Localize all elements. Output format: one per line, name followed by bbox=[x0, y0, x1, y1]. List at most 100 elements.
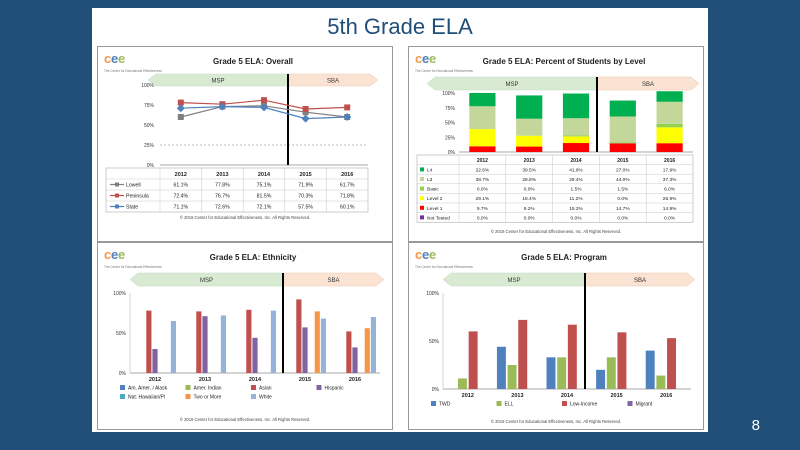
table-cell: 71.1% bbox=[173, 205, 188, 211]
bar-twd bbox=[546, 357, 556, 389]
bar-segment-l4 bbox=[516, 95, 543, 119]
table-cell: 14.7% bbox=[616, 206, 630, 212]
table-cell: 14.9% bbox=[663, 206, 677, 212]
legend-label: Hispanic bbox=[325, 386, 345, 392]
table-cell: 71.8% bbox=[340, 194, 355, 200]
bar-segment-l4 bbox=[609, 100, 636, 117]
bar-hispanic bbox=[152, 349, 158, 373]
data-point bbox=[343, 113, 352, 121]
logo-letter: e bbox=[111, 51, 118, 66]
legend-label: L4 bbox=[427, 167, 433, 173]
legend-swatch bbox=[420, 196, 424, 201]
bar-ell bbox=[606, 357, 616, 389]
legend-label: TWD bbox=[439, 402, 451, 408]
logo-letter: e bbox=[422, 51, 429, 66]
legend-swatch bbox=[185, 394, 191, 399]
x-tick-label: 2013 bbox=[216, 172, 228, 178]
table-cell: 11.2% bbox=[569, 196, 583, 202]
data-point bbox=[302, 106, 309, 112]
bar-segment-level-1 bbox=[469, 146, 496, 152]
table-cell: 9.2% bbox=[524, 206, 536, 212]
data-point bbox=[177, 99, 184, 106]
bar-asian bbox=[196, 311, 202, 373]
y-tick-label: 100% bbox=[113, 291, 126, 297]
legend-label: Nat. Hawaiian/Pl bbox=[128, 395, 165, 401]
bar-twd bbox=[596, 369, 606, 389]
legend-marker bbox=[115, 193, 119, 198]
bar-hispanic bbox=[302, 327, 308, 373]
bar-two-or-more bbox=[364, 328, 370, 373]
legend-swatch bbox=[562, 401, 567, 406]
x-tick-label: 2016 bbox=[349, 377, 361, 383]
x-tick-label: 2014 bbox=[258, 172, 271, 178]
legend-label: Not Tested bbox=[427, 215, 450, 221]
x-tick-label: 2015 bbox=[617, 158, 628, 164]
legend-swatch bbox=[431, 401, 436, 406]
table-cell: 44.0% bbox=[616, 177, 630, 183]
y-tick-label: 50% bbox=[445, 121, 456, 127]
table-cell: 0.0% bbox=[524, 187, 536, 193]
y-tick-label: 0% bbox=[448, 150, 456, 156]
legend-marker bbox=[115, 182, 119, 187]
x-tick-label: 2015 bbox=[610, 393, 622, 399]
sba-label: SBA bbox=[634, 278, 646, 284]
bar-ell bbox=[457, 378, 467, 389]
legend-label: Basic bbox=[427, 187, 439, 193]
table-cell: 29.1% bbox=[476, 196, 490, 202]
table-cell: 38.7% bbox=[476, 177, 490, 183]
bar-ell bbox=[557, 357, 567, 389]
table-cell: 70.3% bbox=[298, 194, 313, 200]
legend-swatch bbox=[420, 167, 424, 172]
y-tick-label: 50% bbox=[144, 123, 155, 129]
table-cell: 37.3% bbox=[663, 177, 677, 183]
bar-white bbox=[220, 315, 227, 373]
legend-label: Peninsula bbox=[126, 194, 149, 200]
bar-segment-l3 bbox=[609, 116, 636, 143]
x-tick-label: 2015 bbox=[299, 172, 311, 178]
legend-swatch bbox=[251, 394, 256, 399]
x-tick-label: 2014 bbox=[561, 393, 574, 399]
footer-note: © 2016 Center for Educational Effectiven… bbox=[491, 419, 621, 424]
logo-letter: e bbox=[422, 247, 429, 262]
bar-segment-basic bbox=[562, 135, 590, 137]
legend-label: Level 1 bbox=[427, 206, 443, 212]
logo-letter: e bbox=[111, 247, 118, 262]
msp-label: MSP bbox=[211, 79, 224, 85]
x-tick-label: 2016 bbox=[341, 172, 353, 178]
table-cell: 0.0% bbox=[477, 187, 489, 193]
legend-swatch bbox=[627, 401, 633, 406]
bar-white bbox=[320, 318, 327, 373]
data-point bbox=[260, 103, 268, 112]
bar-asian bbox=[146, 310, 152, 373]
bar-white bbox=[170, 321, 177, 373]
chart-title: Grade 5 ELA: Percent of Students by Leve… bbox=[483, 57, 646, 66]
x-tick-label: 2012 bbox=[175, 172, 187, 178]
logo-letter: c bbox=[104, 247, 111, 262]
legend-swatch bbox=[420, 205, 424, 210]
y-tick-label: 25% bbox=[445, 135, 456, 141]
table-cell: 1.5% bbox=[617, 187, 629, 193]
table-cell: 26.9% bbox=[663, 196, 677, 202]
legend-swatch bbox=[120, 394, 125, 399]
logo-letter: e bbox=[118, 247, 125, 262]
logo-letter: c bbox=[415, 247, 422, 262]
table-cell: 0.0% bbox=[664, 215, 676, 221]
logo-tagline: The Center for Educational Effectiveness bbox=[104, 265, 162, 269]
y-tick-label: 75% bbox=[445, 106, 456, 112]
bar-segment-level-1 bbox=[656, 143, 683, 152]
slide-title: 5th Grade ELA bbox=[327, 14, 473, 39]
y-tick-label: 25% bbox=[144, 143, 155, 149]
slide: 5th Grade ELA c e e The Center for Educatio… bbox=[92, 8, 708, 432]
table-cell: 9.7% bbox=[477, 206, 489, 212]
bar-segment-level-2 bbox=[469, 129, 496, 147]
footer-note: © 2016 Center for Educational Effectiven… bbox=[180, 417, 310, 422]
table-cell: 77.8% bbox=[215, 183, 230, 189]
table-cell: 0.0% bbox=[571, 215, 583, 221]
logo-tagline: The Center for Educational Effectiveness bbox=[415, 69, 473, 73]
logo-letter: c bbox=[415, 51, 422, 66]
bar-segment-l3 bbox=[469, 106, 496, 130]
chart-title: Grade 5 ELA: Program bbox=[521, 253, 607, 262]
legend-label: Lowell bbox=[126, 183, 141, 189]
table-cell: 22.6% bbox=[476, 167, 490, 173]
table-cell: 61.7% bbox=[340, 183, 355, 189]
